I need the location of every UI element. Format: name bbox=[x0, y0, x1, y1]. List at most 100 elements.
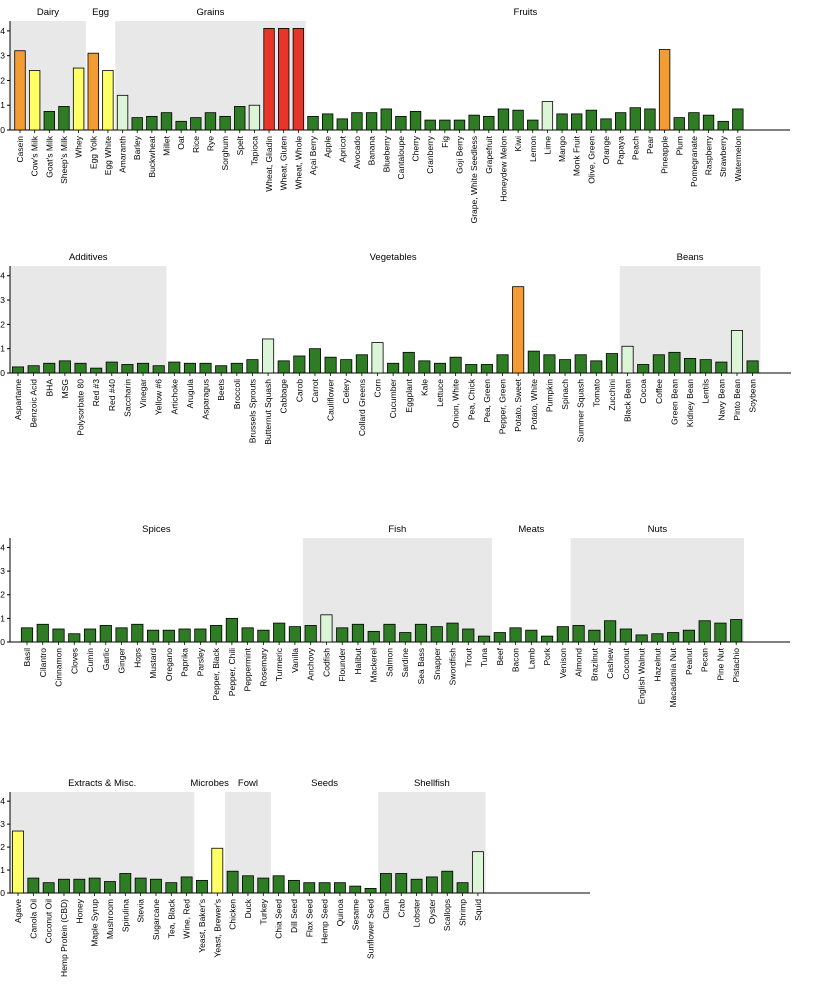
x-tick-label: Coconut bbox=[621, 647, 631, 679]
bar bbox=[303, 882, 316, 894]
x-tick-label: Banana bbox=[367, 136, 377, 166]
bar bbox=[351, 623, 365, 643]
bar bbox=[199, 362, 212, 374]
group-label: Fowl bbox=[238, 778, 258, 789]
bar bbox=[262, 338, 275, 374]
bar bbox=[702, 114, 715, 131]
x-tick-label: Quinoa bbox=[335, 899, 345, 927]
x-tick-label: Pecan bbox=[700, 648, 710, 672]
bar bbox=[165, 882, 178, 894]
x-tick-label: Broccoli bbox=[232, 379, 242, 409]
x-tick-label: Red #3 bbox=[91, 379, 101, 407]
x-tick-label: Sorghum bbox=[220, 136, 230, 171]
x-tick-label: Wheat, Gliadin bbox=[264, 136, 274, 192]
chart-panel-1: Dairy Egg Grains Fruits 0 1 2 3 4 Casein Cow's Mil… bbox=[0, 7, 790, 223]
x-tick-label: Beef bbox=[495, 647, 505, 665]
bar bbox=[604, 620, 617, 643]
x-tick-label: Cloves bbox=[69, 648, 79, 674]
bar bbox=[160, 112, 173, 131]
x-tick-label: Green Bean bbox=[669, 379, 679, 425]
bar bbox=[131, 117, 143, 131]
x-tick-label: Artichoke bbox=[169, 379, 179, 415]
bar bbox=[215, 365, 228, 374]
x-tick-label: Black Bean bbox=[623, 379, 633, 422]
bar bbox=[351, 112, 363, 131]
group-label: Egg bbox=[92, 7, 109, 18]
bar bbox=[27, 877, 40, 894]
bar bbox=[349, 885, 362, 894]
bar bbox=[605, 353, 618, 374]
group-label: Additives bbox=[69, 252, 108, 263]
bar bbox=[74, 362, 87, 374]
bar bbox=[180, 876, 193, 894]
bar bbox=[308, 348, 321, 374]
bar bbox=[43, 362, 56, 374]
x-tick-label: Chia Seed bbox=[274, 899, 284, 939]
bar bbox=[58, 106, 70, 131]
bar bbox=[196, 879, 208, 894]
bar bbox=[746, 360, 759, 374]
x-tick-label: Kale bbox=[419, 379, 429, 396]
x-tick-label: Pomegranate bbox=[689, 136, 699, 187]
bar bbox=[673, 117, 685, 131]
x-tick-label: Yeast, Brewer's bbox=[212, 899, 222, 957]
x-tick-label: Rosemary bbox=[258, 647, 268, 686]
bar bbox=[658, 49, 671, 131]
x-tick-label: Corn bbox=[372, 379, 382, 398]
bar bbox=[292, 28, 305, 131]
bar bbox=[257, 877, 270, 894]
x-tick-label: Cranberry bbox=[425, 135, 435, 174]
x-tick-label: Clam bbox=[381, 899, 391, 919]
x-tick-label: Paprika bbox=[180, 648, 190, 677]
x-tick-label: Cumin bbox=[85, 648, 95, 673]
bar bbox=[730, 330, 744, 374]
bar bbox=[682, 629, 695, 643]
x-tick-label: Cantaloupe bbox=[396, 136, 406, 180]
bar bbox=[340, 359, 353, 374]
x-tick-label: Pineapple bbox=[660, 136, 670, 174]
x-tick-label: Onion, White bbox=[451, 379, 461, 428]
bar bbox=[27, 365, 40, 374]
y-tick-label: 1 bbox=[0, 344, 5, 354]
bar bbox=[395, 873, 408, 894]
bar bbox=[543, 354, 556, 374]
bar bbox=[480, 364, 493, 374]
bar bbox=[629, 107, 641, 131]
x-tick-label: Sardine bbox=[400, 648, 410, 678]
y-tick-label: 2 bbox=[0, 842, 5, 852]
bar bbox=[512, 286, 525, 374]
x-tick-label: Fig bbox=[440, 136, 450, 148]
bar bbox=[509, 627, 522, 643]
x-tick-label: Yellow #6 bbox=[154, 379, 164, 415]
bar bbox=[150, 878, 162, 894]
x-tick-label: Flax Seed bbox=[304, 899, 314, 938]
x-tick-label: Peppermint bbox=[243, 647, 253, 691]
group-band bbox=[302, 538, 492, 642]
x-tick-label: Monk Fruit bbox=[572, 135, 582, 176]
x-tick-label: MSG bbox=[60, 379, 70, 398]
x-tick-label: Olive, Green bbox=[586, 136, 596, 184]
x-tick-label: Hazelnut bbox=[652, 647, 662, 681]
x-tick-label: Eggplant bbox=[404, 378, 414, 412]
x-tick-label: Mango bbox=[557, 136, 567, 162]
x-tick-label: Canola Oil bbox=[28, 899, 38, 939]
bar bbox=[699, 359, 712, 374]
bar bbox=[324, 356, 337, 374]
x-tick-label: Macadamia Nut bbox=[668, 647, 678, 707]
x-tick-label: Avocado bbox=[352, 136, 362, 169]
bar bbox=[248, 104, 261, 131]
x-tick-label: Pear bbox=[645, 136, 655, 154]
x-tick-label: Ginger bbox=[117, 648, 127, 674]
x-tick-label: Lime bbox=[542, 136, 552, 155]
x-tick-label: Raspberry bbox=[704, 135, 714, 175]
x-tick-label: Pepper, Chili bbox=[227, 648, 237, 696]
bar bbox=[278, 28, 290, 131]
bar bbox=[116, 94, 129, 131]
x-tick-label: Hops bbox=[132, 648, 142, 668]
x-tick-label: Grape, White Seedless bbox=[469, 136, 479, 223]
x-tick-label: Cashew bbox=[605, 647, 615, 679]
x-tick-label: Stevia bbox=[136, 899, 146, 923]
x-tick-label: Egg Yolk bbox=[88, 135, 98, 169]
x-tick-label: Red #40 bbox=[107, 379, 117, 411]
